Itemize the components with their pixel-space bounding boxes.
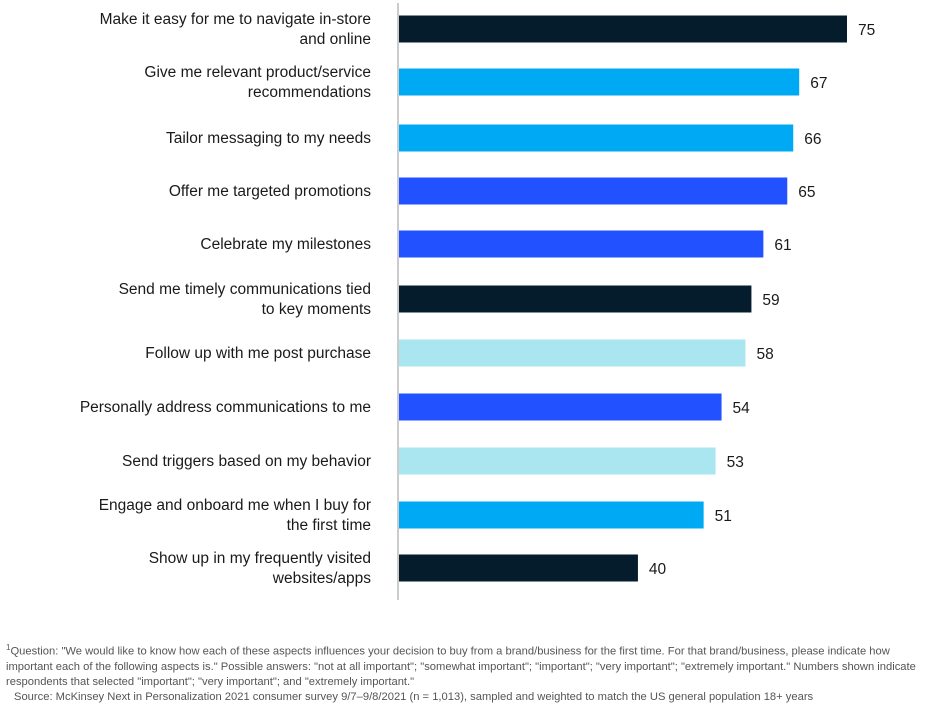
category-label: Engage and onboard me when I buy for the … [99,497,371,534]
category-label: Send me timely communications tied to key… [119,281,372,318]
category-label-line: to key moments [262,301,372,318]
category-label-line: Send triggers based on my behavior [122,453,371,470]
data-label: 66 [804,131,821,148]
bar [399,339,746,367]
category-label-line: Show up in my frequently visited [149,550,371,567]
bar [399,177,788,205]
bar [399,554,638,582]
footnote-question-text: Question: "We would like to know how eac… [6,645,916,688]
category-label-line: Celebrate my milestones [200,236,371,253]
category-label: Follow up with me post purchase [145,345,371,362]
category-label-line: the first time [287,517,371,534]
data-label: 67 [810,75,827,92]
data-label: 75 [858,22,875,39]
category-label: Send triggers based on my behavior [122,453,371,470]
category-label-line: Make it easy for me to navigate in-store [100,11,371,28]
bar [399,124,794,152]
category-label: Show up in my frequently visited websites… [149,550,372,587]
category-label: Tailor messaging to my needs [166,130,371,147]
footnote-question: 1Question: "We would like to know how ea… [6,640,926,690]
footnote-marker: 1 [6,643,11,652]
category-label-line: Tailor messaging to my needs [166,130,371,147]
category-label-line: Offer me targeted promotions [169,183,371,200]
data-label: 61 [774,237,791,254]
data-label: 65 [798,184,815,201]
bar [399,68,800,96]
category-label: Make it easy for me to navigate in-store… [100,11,371,48]
category-label: Personally address communications to me [80,399,371,416]
bar [399,393,722,421]
bar [399,230,764,258]
category-label: Celebrate my milestones [200,236,371,253]
footnote: 1Question: "We would like to know how ea… [6,640,926,705]
category-label-line: and online [299,31,371,48]
category-label-line: recommendations [248,84,371,101]
data-label: 58 [756,346,773,363]
category-label-line: Personally address communications to me [80,399,371,416]
bar [399,285,752,313]
bar [399,447,716,475]
data-label: 59 [762,292,779,309]
bar [399,15,847,43]
category-label: Offer me targeted promotions [169,183,371,200]
category-label-line: Send me timely communications tied [119,281,371,298]
bar-chart: 75 Make it easy for me to navigate in-sto… [80,3,875,600]
bar [399,501,704,529]
category-label-line: Give me relevant product/service [144,64,371,81]
category-label-line: Follow up with me post purchase [145,345,371,362]
category-label: Give me relevant product/service recommen… [144,64,371,101]
footnote-source: Source: McKinsey Next in Personalization… [14,690,814,703]
data-label: 40 [649,561,667,578]
data-label: 53 [727,454,744,471]
category-label-line: Engage and onboard me when I buy for [99,497,371,514]
data-label: 54 [733,400,751,417]
category-label-line: websites/apps [272,570,371,587]
data-label: 51 [715,508,732,525]
